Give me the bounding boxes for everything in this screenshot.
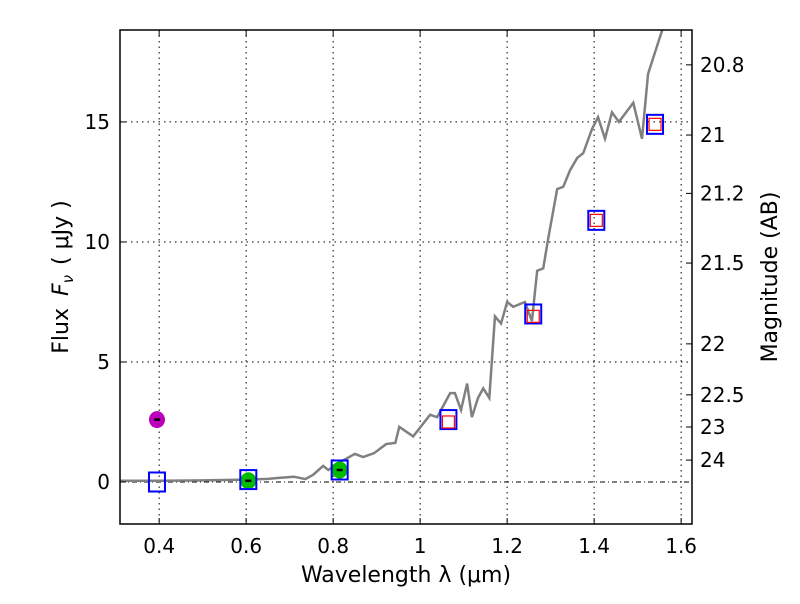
y-axis-label-subscript: ν	[59, 275, 77, 283]
y2-tick-label: 20.8	[700, 53, 745, 77]
y2-tick-label: 22.5	[700, 383, 745, 407]
observed-square	[526, 309, 540, 323]
x-tick-label: 1.2	[491, 534, 523, 558]
spectrum-line	[120, 30, 664, 483]
y2-tick-label: 24	[700, 448, 725, 472]
y-tick-label: 5	[97, 350, 110, 374]
y2-tick-label: 22	[700, 332, 725, 356]
x-tick-label: 1	[414, 534, 427, 558]
y2-tick-label: 21.5	[700, 251, 745, 275]
x-tick-label: 1.6	[665, 534, 697, 558]
marks	[120, 30, 665, 493]
y2-axis-label: Magnitude (AB)	[758, 192, 783, 363]
ticks: 0.4 0.6 0.8 1 1.2 1.4 1.6 0 5 10 15 20.8 21 21.2 21.5 2…	[85, 30, 745, 558]
plot-frame	[119, 29, 693, 525]
y2-tick-label: 21	[700, 123, 725, 147]
model-square	[147, 471, 166, 493]
x-tick-label: 0.6	[230, 534, 262, 558]
model-square	[239, 469, 258, 491]
model-square	[646, 113, 665, 135]
x-tick-label: 1.4	[578, 534, 610, 558]
observed-square	[441, 415, 456, 429]
x-tick-label: 0.4	[143, 534, 175, 558]
y-axis-label-symbol: F	[49, 283, 74, 296]
grid	[120, 30, 692, 524]
observed-square	[648, 117, 662, 131]
observed-square	[589, 213, 603, 227]
y-axis-label: Flux Fν ( μJy )	[49, 200, 77, 353]
model-square	[439, 409, 458, 431]
y-tick-label: 0	[97, 470, 110, 494]
y-axis-label-prefix: Flux	[49, 308, 74, 354]
y2-tick-label: 21.2	[700, 181, 745, 205]
y-tick-label: 15	[85, 110, 110, 134]
model-square	[330, 459, 349, 481]
y2-tick-label: 23	[700, 415, 725, 439]
y-tick-label: 10	[85, 230, 110, 254]
model-square	[524, 303, 543, 325]
x-tick-label: 0.8	[317, 534, 349, 558]
y-axis-label-unit: ( μJy )	[49, 200, 74, 265]
x-axis-label: Wavelength λ (μm)	[301, 563, 511, 588]
model-square	[587, 209, 606, 231]
